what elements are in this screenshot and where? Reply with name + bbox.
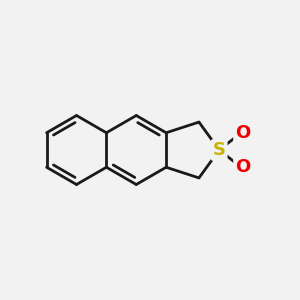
Text: S: S xyxy=(213,141,226,159)
Text: O: O xyxy=(235,124,250,142)
Text: O: O xyxy=(235,158,250,175)
